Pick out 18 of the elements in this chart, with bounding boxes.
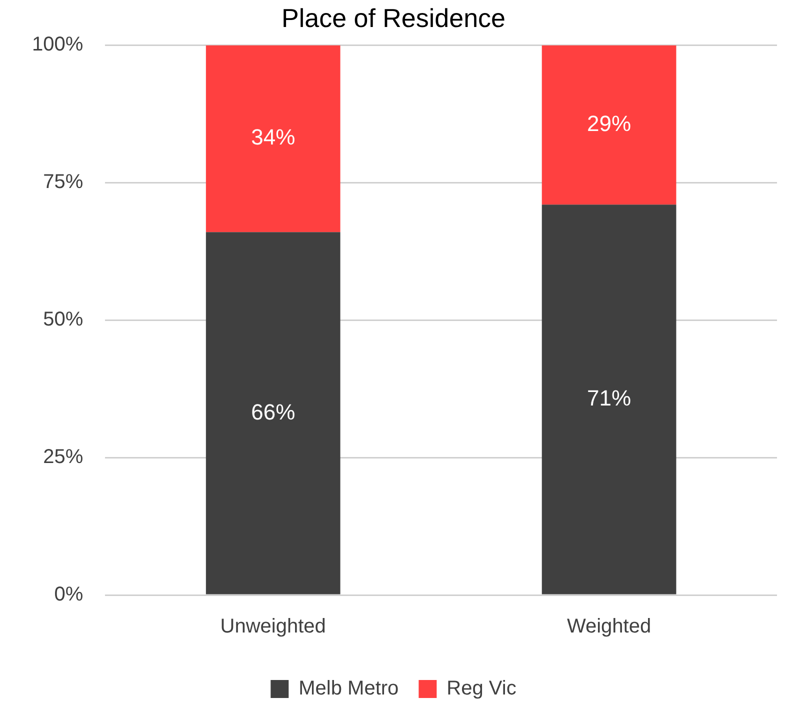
legend-label: Reg Vic bbox=[446, 678, 516, 700]
x-tick-label: Weighted bbox=[566, 616, 652, 638]
data-label: 71% bbox=[587, 386, 632, 411]
data-label: 66% bbox=[251, 399, 296, 424]
bar bbox=[542, 204, 676, 594]
legend-label: Melb Metro bbox=[298, 678, 399, 700]
y-tick-label: 0% bbox=[54, 584, 84, 606]
chart-title: Place of Residence bbox=[281, 2, 506, 33]
bar bbox=[206, 45, 340, 232]
y-tick-label: 50% bbox=[43, 308, 84, 331]
y-tick-label: 25% bbox=[43, 446, 84, 468]
y-tick-label: 75% bbox=[43, 171, 84, 194]
x-tick-label: Unweighted bbox=[220, 616, 326, 638]
bar bbox=[542, 45, 676, 205]
data-label: 29% bbox=[587, 110, 632, 136]
data-label: 34% bbox=[251, 124, 296, 150]
bar bbox=[206, 232, 340, 594]
y-tick-label: 100% bbox=[32, 34, 84, 56]
